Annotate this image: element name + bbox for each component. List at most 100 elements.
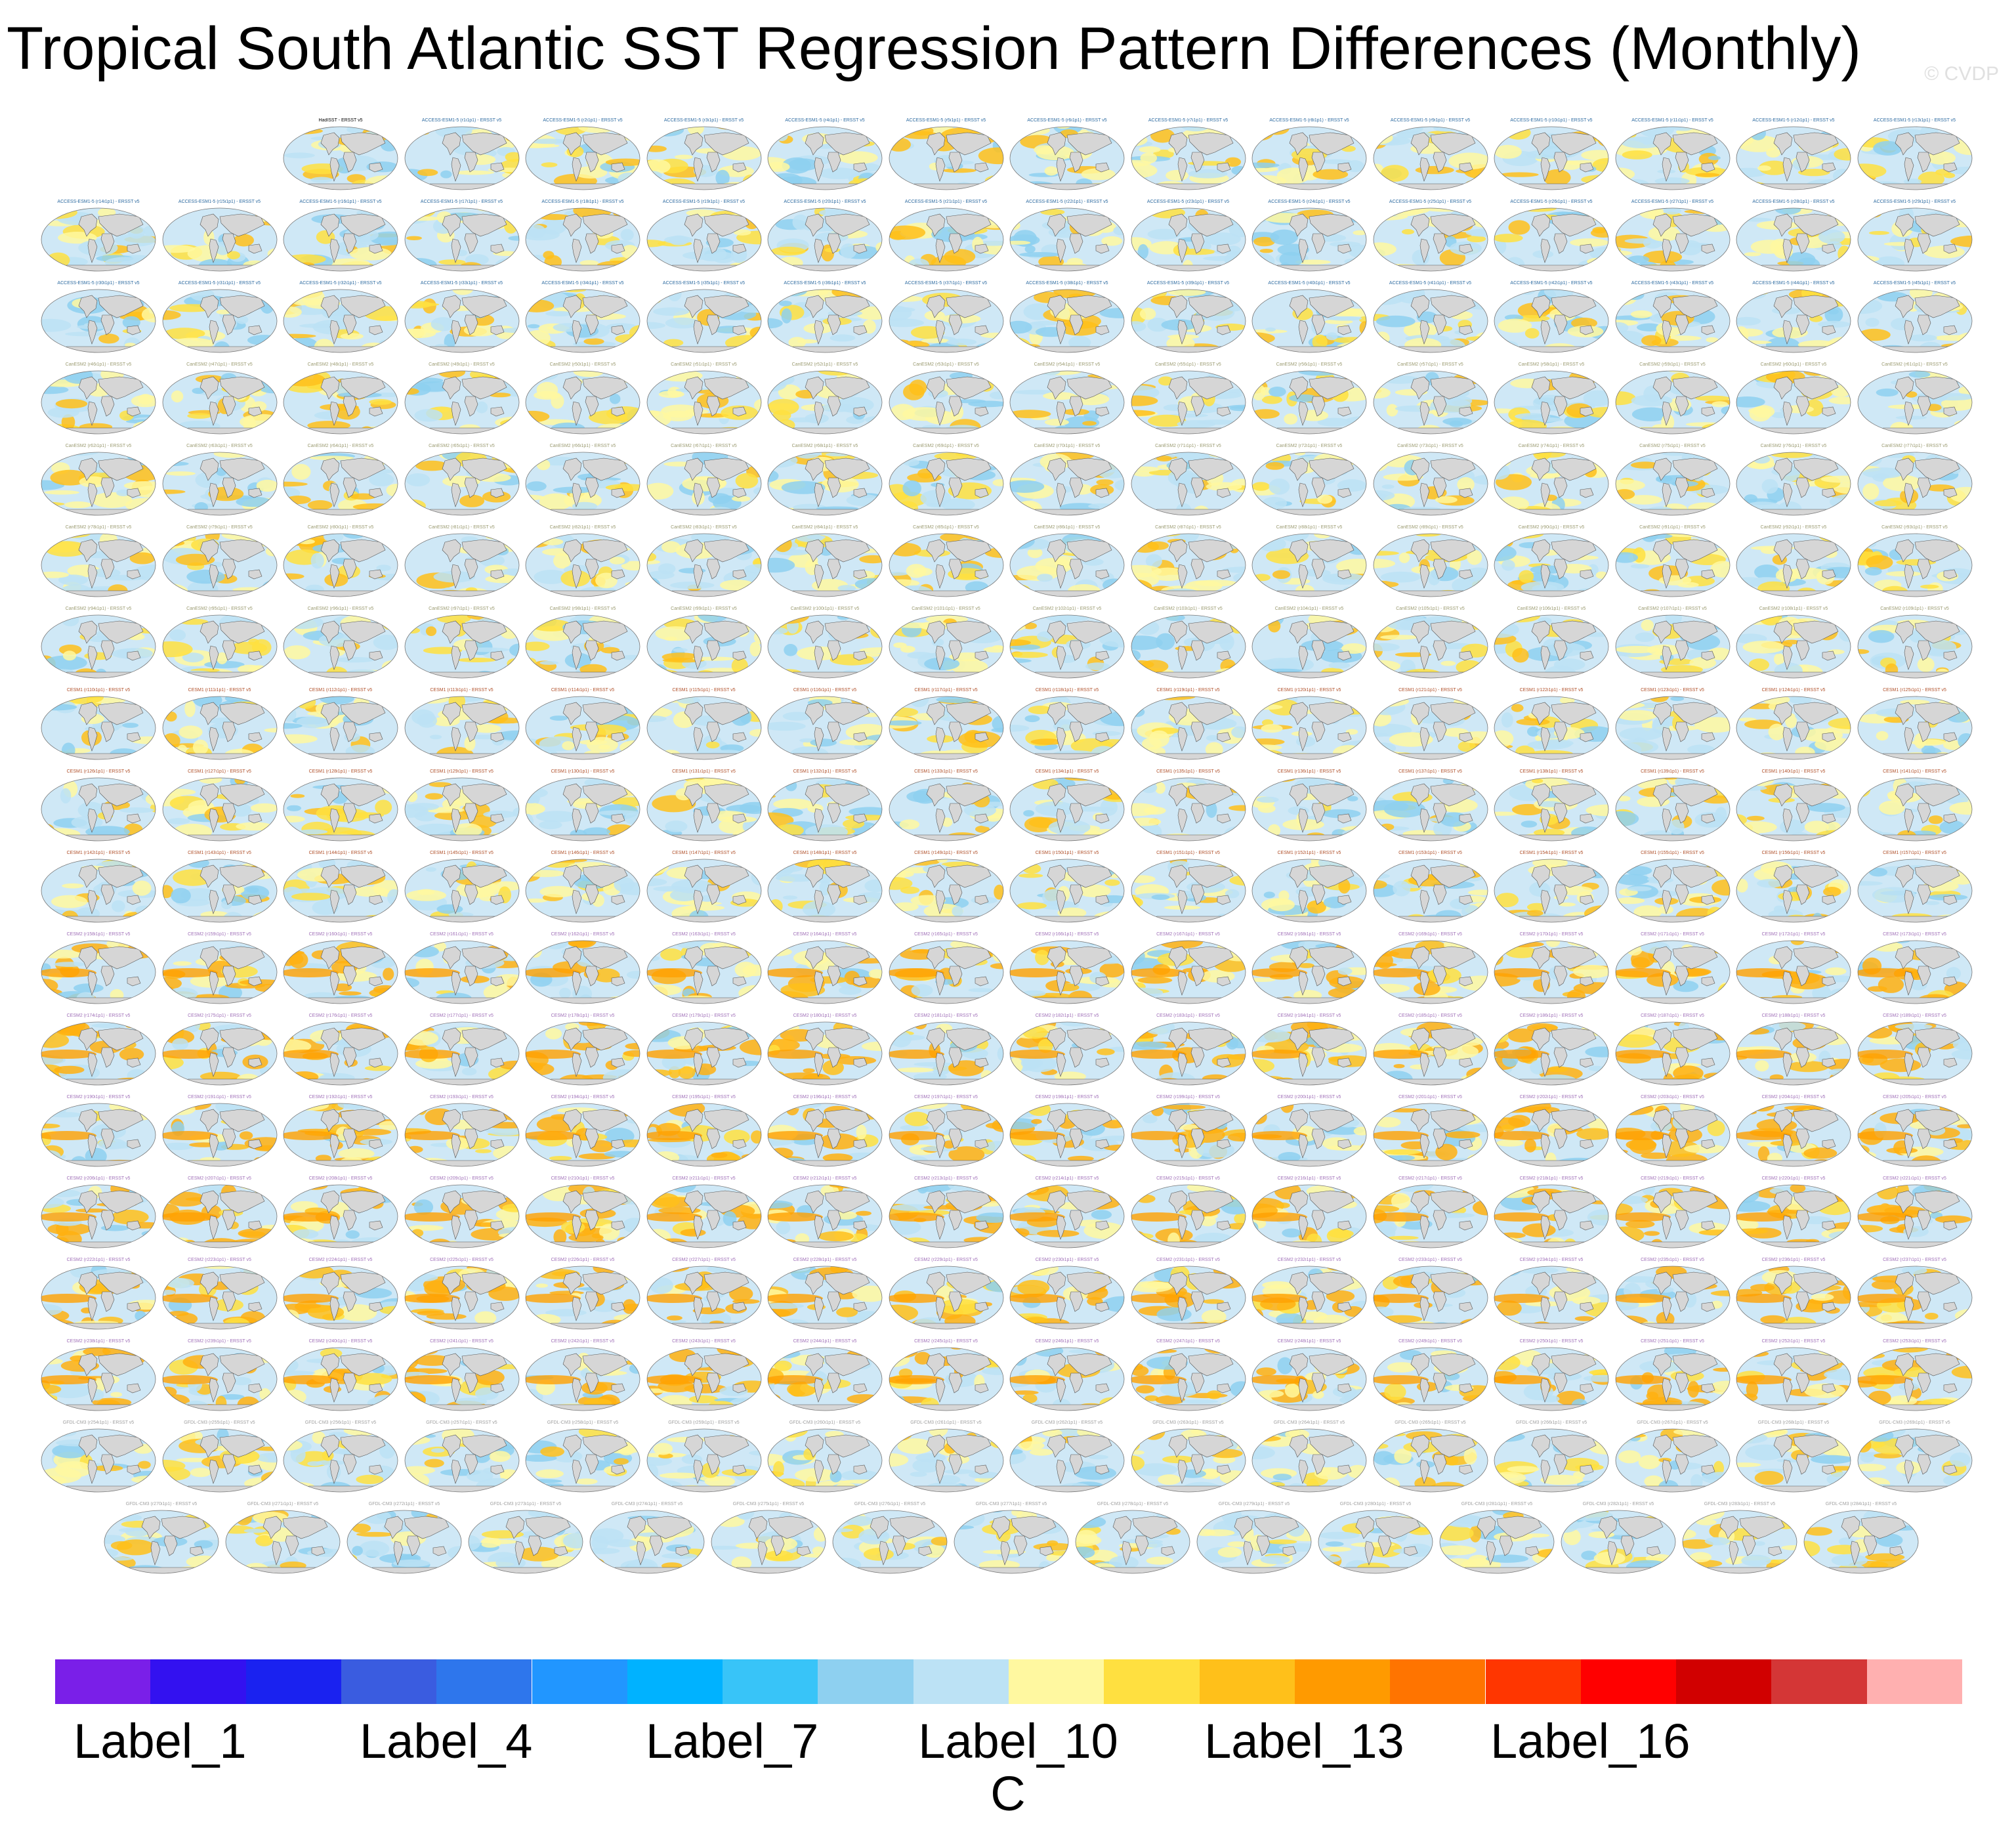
map-panel-title: CESM1 (r153i1p1) - ERSST v5 <box>1398 851 1462 855</box>
map-panel: CESM1 (r138i1p1) - ERSST v5 <box>1494 769 1609 843</box>
map-panel-title: CESM2 (r233i1p1) - ERSST v5 <box>1398 1258 1462 1262</box>
map-panel-title: CanESM2 (r51i1p1) - ERSST v5 <box>671 362 737 367</box>
map-panel-title: CESM2 (r198i1p1) - ERSST v5 <box>1035 1095 1099 1099</box>
map-panel-title: CanESM2 (r83i1p1) - ERSST v5 <box>671 525 737 530</box>
map-panel: CESM2 (r239i1p1) - ERSST v5 <box>162 1339 278 1413</box>
map-panel-title: CanESM2 (r56i1p1) - ERSST v5 <box>1276 362 1343 367</box>
map-panel-title: GFDL-CM3 (r263i1p1) - ERSST v5 <box>1152 1420 1224 1425</box>
map-panel-title: GFDL-CM3 (r257i1p1) - ERSST v5 <box>426 1420 497 1425</box>
map-panel: CanESM2 (r71i1p1) - ERSST v5 <box>1131 444 1246 517</box>
map-panel: CanESM2 (r57i1p1) - ERSST v5 <box>1373 362 1488 436</box>
colorbar-tick-label: Label_16 <box>1490 1714 1690 1768</box>
map-panel: CESM2 (r164i1p1) - ERSST v5 <box>767 932 883 1006</box>
map-panel-title: GFDL-CM3 (r255i1p1) - ERSST v5 <box>184 1420 255 1425</box>
map-panel: CESM1 (r121i1p1) - ERSST v5 <box>1373 688 1488 761</box>
map-panel: CanESM2 (r65i1p1) - ERSST v5 <box>404 444 520 517</box>
colorbar <box>55 1659 1963 1705</box>
map-panel-title: CESM1 (r131i1p1) - ERSST v5 <box>672 769 736 774</box>
map-panel: CanESM2 (r77i1p1) - ERSST v5 <box>1857 444 1973 517</box>
map-panel: CESM2 (r169i1p1) - ERSST v5 <box>1373 932 1488 1006</box>
map-panel: CESM2 (r165i1p1) - ERSST v5 <box>889 932 1004 1006</box>
map-panel-title: CESM2 (r210i1p1) - ERSST v5 <box>551 1176 615 1181</box>
map-panel-title: CESM2 (r248i1p1) - ERSST v5 <box>1277 1339 1341 1344</box>
map-panel-title: CanESM2 (r75i1p1) - ERSST v5 <box>1639 444 1706 448</box>
map-panel: CESM2 (r243i1p1) - ERSST v5 <box>646 1339 762 1413</box>
map-panel: CanESM2 (r98i1p1) - ERSST v5 <box>525 607 640 680</box>
colorbar-box <box>1199 1659 1295 1704</box>
map-panel: GFDL-CM3 (r265i1p1) - ERSST v5 <box>1373 1420 1488 1494</box>
map-panel: CanESM2 (r103i1p1) - ERSST v5 <box>1131 607 1246 680</box>
map-panel-title: CESM1 (r139i1p1) - ERSST v5 <box>1641 769 1704 774</box>
map-panel: CanESM2 (r46i1p1) - ERSST v5 <box>41 362 156 436</box>
map-panel-title: ACCESS-ESM1-5 (r44i1p1) - ERSST v5 <box>1752 281 1835 286</box>
map-panel: CESM1 (r144i1p1) - ERSST v5 <box>283 851 398 924</box>
map-panel-title: CESM2 (r209i1p1) - ERSST v5 <box>430 1176 494 1181</box>
map-panel-title: GFDL-CM3 (r271i1p1) - ERSST v5 <box>247 1502 319 1506</box>
map-panel: CESM1 (r145i1p1) - ERSST v5 <box>404 851 520 924</box>
map-panel-title: ACCESS-ESM1-5 (r29i1p1) - ERSST v5 <box>1873 200 1956 204</box>
map-panel: CESM2 (r232i1p1) - ERSST v5 <box>1251 1258 1367 1331</box>
map-panel-title: CESM2 (r205i1p1) - ERSST v5 <box>1883 1095 1946 1099</box>
map-panel-title: ACCESS-ESM1-5 (r36i1p1) - ERSST v5 <box>784 281 866 286</box>
map-panel: CESM1 (r136i1p1) - ERSST v5 <box>1251 769 1367 843</box>
map-panel-title: CESM2 (r253i1p1) - ERSST v5 <box>1883 1339 1946 1344</box>
map-panel: CanESM2 (r61i1p1) - ERSST v5 <box>1857 362 1973 436</box>
map-panel: CanESM2 (r80i1p1) - ERSST v5 <box>283 525 398 599</box>
map-panel-title: ACCESS-ESM1-5 (r7i1p1) - ERSST v5 <box>1148 118 1228 123</box>
map-panel: CESM1 (r148i1p1) - ERSST v5 <box>767 851 883 924</box>
map-panel-title: CESM2 (r195i1p1) - ERSST v5 <box>672 1095 736 1099</box>
map-panel: HadISST - ERSST v5 <box>283 118 398 192</box>
map-panel-title: CESM2 (r197i1p1) - ERSST v5 <box>914 1095 978 1099</box>
colorbar-units: C <box>990 1766 1026 1821</box>
map-panel-title: CanESM2 (r109i1p1) - ERSST v5 <box>1880 607 1949 611</box>
map-panel: GFDL-CM3 (r270i1p1) - ERSST v5 <box>104 1502 219 1575</box>
map-panel-title: CESM2 (r178i1p1) - ERSST v5 <box>551 1013 615 1018</box>
map-panel-title: GFDL-CM3 (r265i1p1) - ERSST v5 <box>1395 1420 1466 1425</box>
map-panel: CESM1 (r143i1p1) - ERSST v5 <box>162 851 278 924</box>
map-panel: CESM2 (r248i1p1) - ERSST v5 <box>1251 1339 1367 1413</box>
colorbar-box <box>818 1659 914 1704</box>
map-panel-title: GFDL-CM3 (r283i1p1) - ERSST v5 <box>1704 1502 1776 1506</box>
map-panel: CESM2 (r249i1p1) - ERSST v5 <box>1373 1339 1488 1413</box>
map-panel-title: CanESM2 (r93i1p1) - ERSST v5 <box>1881 525 1948 530</box>
map-panel-title: CanESM2 (r48i1p1) - ERSST v5 <box>307 362 374 367</box>
map-panel-title: CESM1 (r113i1p1) - ERSST v5 <box>430 688 494 692</box>
map-panel: CESM2 (r168i1p1) - ERSST v5 <box>1251 932 1367 1006</box>
map-panel: GFDL-CM3 (r259i1p1) - ERSST v5 <box>646 1420 762 1494</box>
map-panel-title: ACCESS-ESM1-5 (r9i1p1) - ERSST v5 <box>1390 118 1471 123</box>
map-panel: CanESM2 (r82i1p1) - ERSST v5 <box>525 525 640 599</box>
map-panel-title: CESM1 (r128i1p1) - ERSST v5 <box>308 769 373 774</box>
map-panel-title: CESM2 (r241i1p1) - ERSST v5 <box>430 1339 494 1344</box>
map-panel-title: CanESM2 (r105i1p1) - ERSST v5 <box>1396 607 1465 611</box>
map-panel-title: CanESM2 (r67i1p1) - ERSST v5 <box>671 444 737 448</box>
colorbar-box <box>1104 1659 1200 1704</box>
map-panel: CESM2 (r231i1p1) - ERSST v5 <box>1131 1258 1246 1331</box>
map-panel-title: CESM2 (r170i1p1) - ERSST v5 <box>1519 932 1584 937</box>
map-panel-title: CESM2 (r231i1p1) - ERSST v5 <box>1156 1258 1220 1262</box>
map-panel: ACCESS-ESM1-5 (r20i1p1) - ERSST v5 <box>767 200 883 273</box>
map-panel: GFDL-CM3 (r268i1p1) - ERSST v5 <box>1736 1420 1851 1494</box>
map-panel-title: CanESM2 (r98i1p1) - ERSST v5 <box>549 607 616 611</box>
map-panel: GFDL-CM3 (r269i1p1) - ERSST v5 <box>1857 1420 1973 1494</box>
colorbar-box <box>1580 1659 1677 1704</box>
map-panel-title: GFDL-CM3 (r276i1p1) - ERSST v5 <box>854 1502 926 1506</box>
map-panel: ACCESS-ESM1-5 (r43i1p1) - ERSST v5 <box>1615 281 1731 354</box>
map-panel: ACCESS-ESM1-5 (r28i1p1) - ERSST v5 <box>1736 200 1851 273</box>
map-panel-title: GFDL-CM3 (r267i1p1) - ERSST v5 <box>1637 1420 1708 1425</box>
map-panel: CESM1 (r139i1p1) - ERSST v5 <box>1615 769 1731 843</box>
map-panel: CanESM2 (r78i1p1) - ERSST v5 <box>41 525 156 599</box>
map-panel: ACCESS-ESM1-5 (r37i1p1) - ERSST v5 <box>889 281 1004 354</box>
map-panel-title: CanESM2 (r72i1p1) - ERSST v5 <box>1276 444 1343 448</box>
map-panel: CESM2 (r205i1p1) - ERSST v5 <box>1857 1095 1973 1168</box>
map-panel-title: CESM2 (r167i1p1) - ERSST v5 <box>1156 932 1220 937</box>
map-panel-title: ACCESS-ESM1-5 (r4i1p1) - ERSST v5 <box>785 118 865 123</box>
map-panel-title: CanESM2 (r101i1p1) - ERSST v5 <box>912 607 980 611</box>
map-panel: CanESM2 (r107i1p1) - ERSST v5 <box>1615 607 1731 680</box>
map-panel-title: ACCESS-ESM1-5 (r38i1p1) - ERSST v5 <box>1026 281 1108 286</box>
map-panel-title: CESM1 (r144i1p1) - ERSST v5 <box>308 851 373 855</box>
map-panel: CESM2 (r178i1p1) - ERSST v5 <box>525 1013 640 1087</box>
map-panel-title: CESM1 (r129i1p1) - ERSST v5 <box>430 769 494 774</box>
map-panel-title: ACCESS-ESM1-5 (r23i1p1) - ERSST v5 <box>1146 200 1230 204</box>
map-panel: CESM1 (r149i1p1) - ERSST v5 <box>889 851 1004 924</box>
map-panel: CanESM2 (r90i1p1) - ERSST v5 <box>1494 525 1609 599</box>
